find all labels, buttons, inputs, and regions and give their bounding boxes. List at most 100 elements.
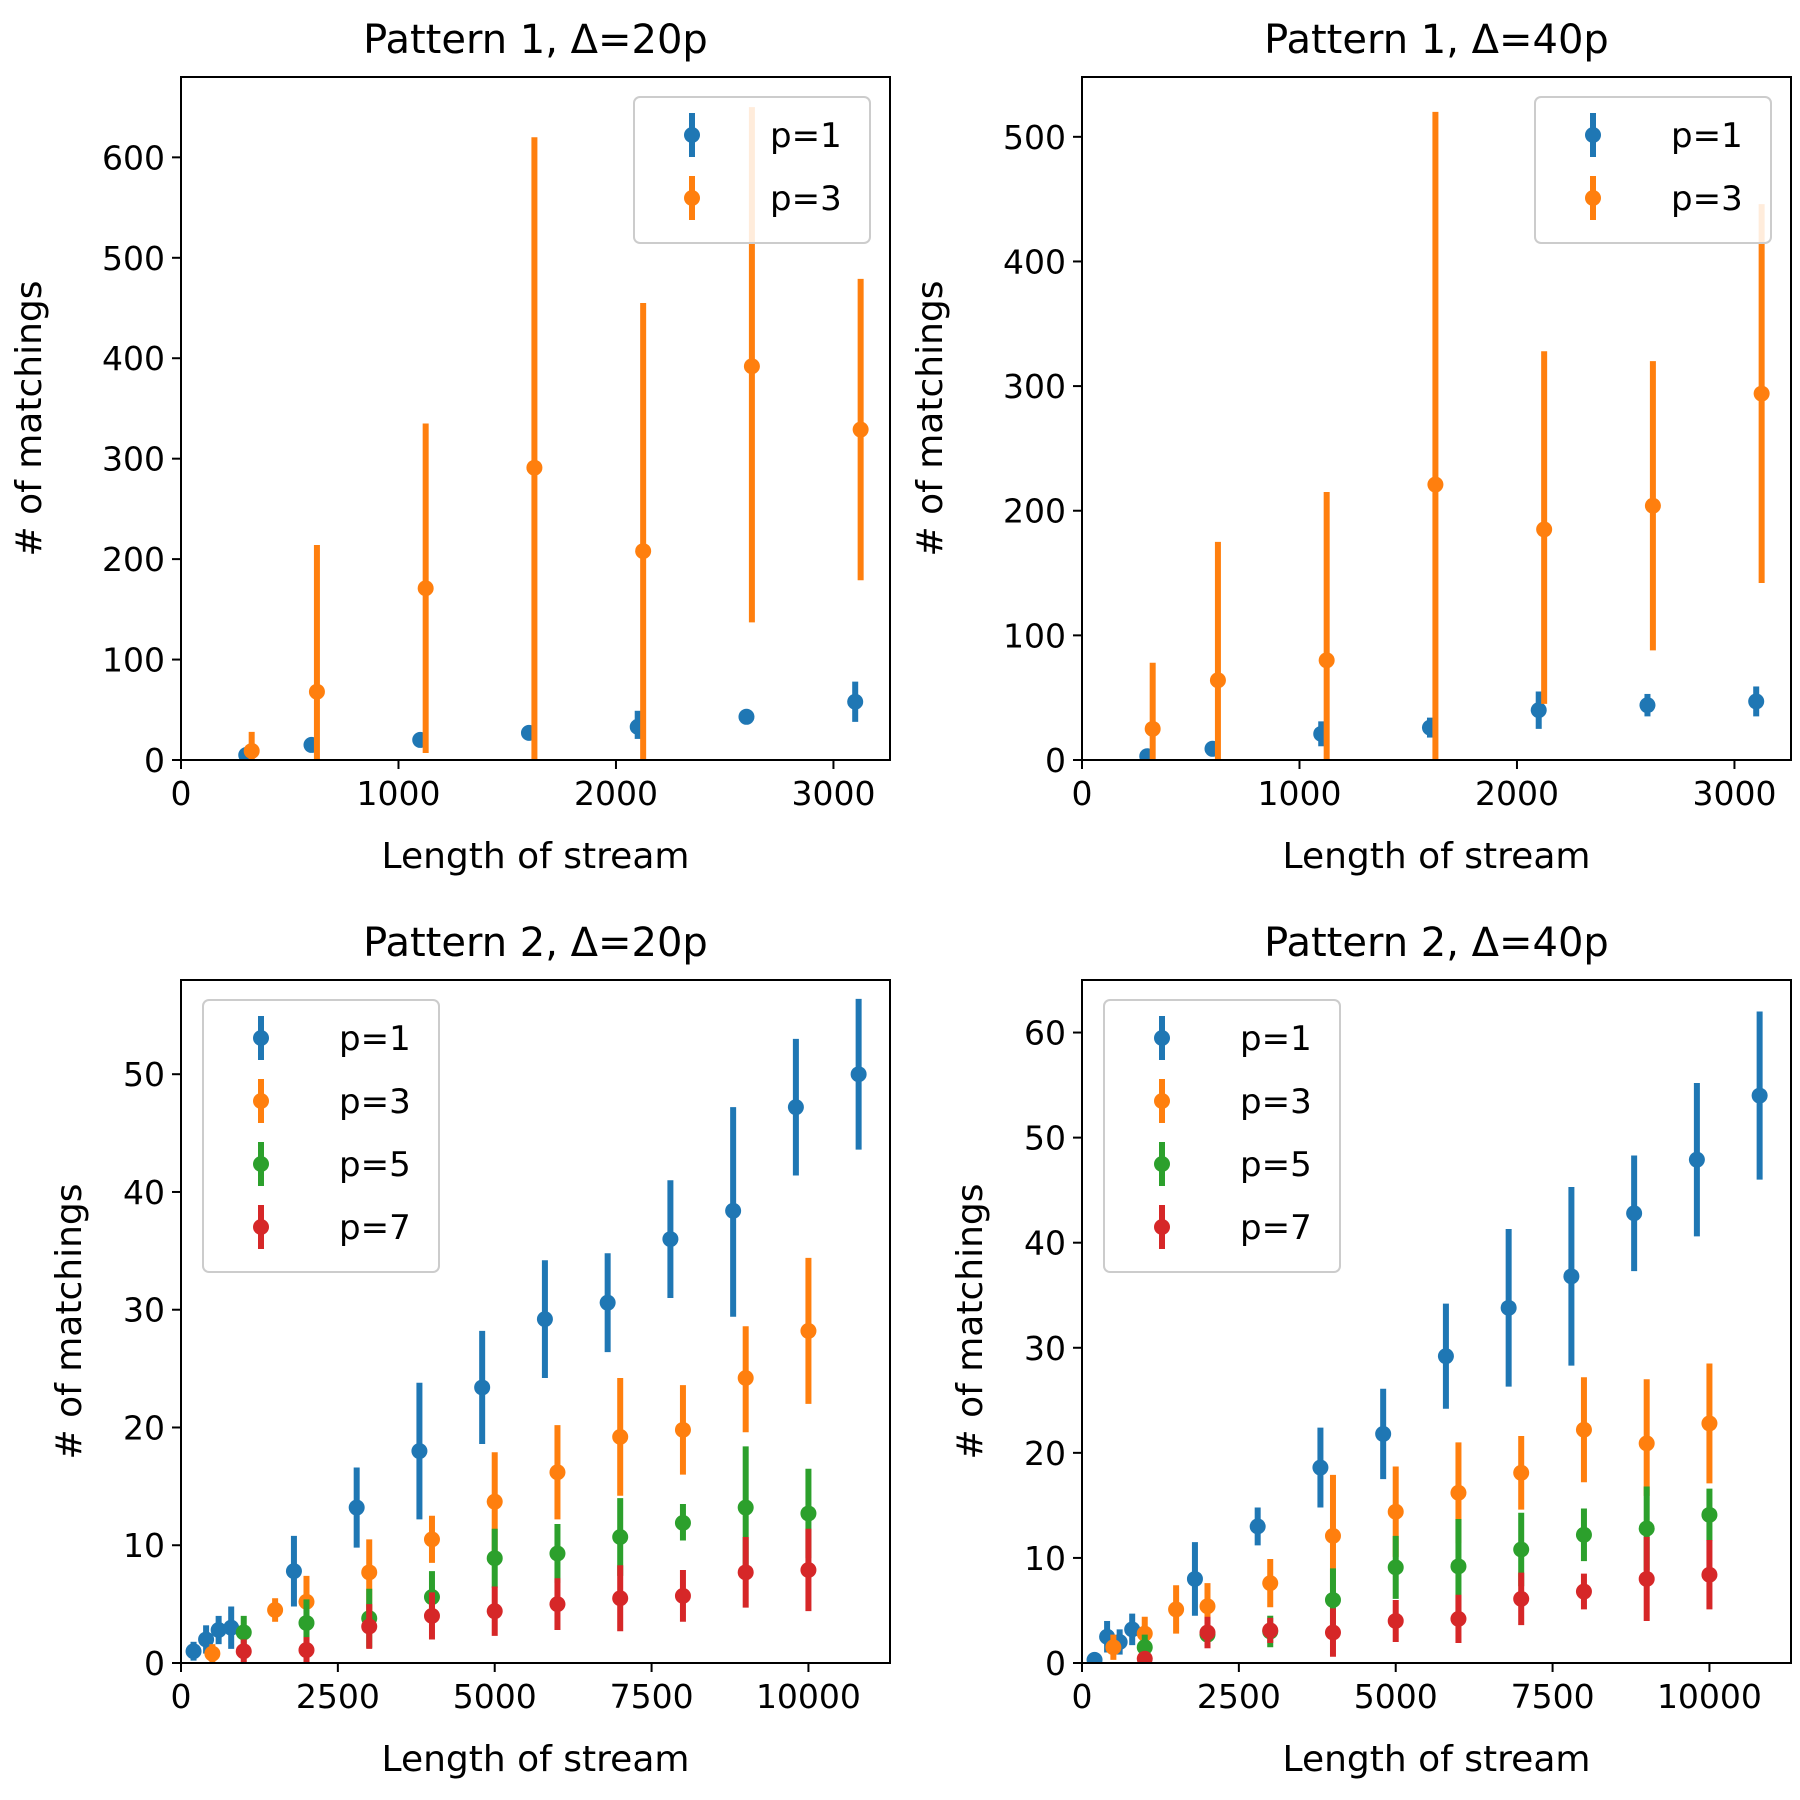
data-point xyxy=(474,1379,491,1396)
data-point xyxy=(486,1550,503,1567)
data-point xyxy=(1639,697,1656,714)
legend-marker-dot xyxy=(684,127,700,143)
legend-marker-dot xyxy=(1154,1219,1170,1235)
chart-title: Pattern 2, Δ=20p xyxy=(363,920,708,966)
legend: p=1 p=3 p=5 p=7 xyxy=(202,999,440,1273)
y-tick-label: 100 xyxy=(1003,616,1066,655)
legend: p=1 p=3 xyxy=(1534,96,1772,244)
data-point xyxy=(674,1587,691,1604)
data-point xyxy=(235,1624,252,1641)
data-point xyxy=(1638,1520,1655,1537)
data-point xyxy=(1450,1558,1467,1575)
chart-panel-1: Pattern 1, Δ=20p 0 1000 2000 3000 0 100 200 300 4… xyxy=(9,17,891,877)
data-point xyxy=(486,1603,503,1620)
y-tick-label: 0 xyxy=(144,741,165,780)
legend-label: p=7 xyxy=(339,1208,411,1248)
data-point xyxy=(1186,1570,1203,1587)
data-point xyxy=(549,1464,566,1481)
data-point xyxy=(1312,1459,1329,1476)
y-axis-label: # of matchings xyxy=(49,1183,90,1459)
x-tick-label: 3000 xyxy=(1692,774,1776,813)
data-point xyxy=(1375,1425,1392,1442)
series-p=1 xyxy=(1086,1011,1768,1663)
legend-marker-dot xyxy=(684,190,700,206)
x-tick-label: 2000 xyxy=(1475,774,1559,813)
series-p=1 xyxy=(1139,686,1765,760)
legend-box xyxy=(202,999,440,1273)
legend: p=1 p=3 xyxy=(633,96,871,244)
y-axis-label: # of matchings xyxy=(9,280,50,556)
data-point xyxy=(612,1528,629,1545)
data-point xyxy=(526,459,543,476)
data-point xyxy=(674,1514,691,1531)
y-tick-label: 600 xyxy=(102,138,165,177)
x-tick-label: 10000 xyxy=(756,1677,861,1716)
y-tick-label: 300 xyxy=(1003,367,1066,406)
data-point xyxy=(738,708,755,725)
data-point xyxy=(1387,1503,1404,1520)
data-point xyxy=(204,1645,221,1662)
data-point xyxy=(1688,1151,1705,1168)
chart-panel-3: Pattern 2, Δ=20p 0 2500 5000 7500 10000 0 10 20 3… xyxy=(49,920,891,1780)
x-tick-label: 0 xyxy=(1072,1677,1093,1716)
data-point xyxy=(1500,1299,1517,1316)
data-point xyxy=(423,1531,440,1548)
legend: p=1 p=3 p=5 p=7 xyxy=(1103,999,1341,1273)
legend-label: p=3 xyxy=(770,179,842,219)
legend-marker-dot xyxy=(1585,127,1601,143)
x-tick-label: 2000 xyxy=(574,774,658,813)
series-p=3 xyxy=(1105,1363,1718,1660)
data-point xyxy=(1753,385,1770,402)
data-point xyxy=(1513,1590,1530,1607)
series-p=3 xyxy=(1144,111,1770,760)
legend-marker-dot xyxy=(1154,1156,1170,1172)
chart-title: Pattern 1, Δ=20p xyxy=(363,17,708,63)
data-point xyxy=(800,1561,817,1578)
legend-label: p=5 xyxy=(1240,1145,1312,1185)
data-point xyxy=(1387,1612,1404,1629)
data-point xyxy=(361,1618,378,1635)
data-point xyxy=(308,683,325,700)
data-point xyxy=(1437,1348,1454,1365)
data-point xyxy=(1144,720,1161,737)
y-tick-label: 200 xyxy=(1003,492,1066,531)
data-point xyxy=(1262,1622,1279,1639)
series-p=1 xyxy=(185,998,867,1661)
legend-marker-dot xyxy=(253,1156,269,1172)
x-tick-label: 5000 xyxy=(1354,1677,1438,1716)
data-point xyxy=(185,1643,202,1660)
data-point xyxy=(348,1499,365,1516)
y-tick-label: 40 xyxy=(123,1173,165,1212)
data-point xyxy=(361,1564,378,1581)
x-tick-label: 2500 xyxy=(1197,1677,1281,1716)
data-point xyxy=(852,421,869,438)
x-tick-label: 2500 xyxy=(296,1677,380,1716)
data-layer xyxy=(185,998,867,1663)
data-point xyxy=(1701,1566,1718,1583)
y-tick-label: 500 xyxy=(1003,118,1066,157)
plot-frame xyxy=(180,979,891,1664)
x-axis-label: Length of stream xyxy=(382,836,690,877)
data-point xyxy=(1427,476,1444,493)
data-point xyxy=(674,1421,691,1438)
series-p=3 xyxy=(243,107,869,760)
legend-marker-dot xyxy=(253,1093,269,1109)
data-point xyxy=(1209,672,1226,689)
x-tick-label: 7500 xyxy=(1511,1677,1595,1716)
data-point xyxy=(298,1614,315,1631)
legend-label: p=3 xyxy=(339,1082,411,1122)
data-point xyxy=(1136,1625,1153,1642)
series-p=5 xyxy=(235,1446,817,1649)
data-point xyxy=(1124,1621,1141,1638)
data-point xyxy=(1530,702,1547,719)
legend-marker-dot xyxy=(253,1219,269,1235)
data-point xyxy=(1701,1506,1718,1523)
y-tick-label: 0 xyxy=(1045,1644,1066,1683)
x-tick-label: 0 xyxy=(171,774,192,813)
data-point xyxy=(549,1545,566,1562)
x-tick-label: 7500 xyxy=(610,1677,694,1716)
x-axis-label: Length of stream xyxy=(1283,1739,1591,1780)
x-tick-label: 3000 xyxy=(791,774,875,813)
data-point xyxy=(536,1311,553,1328)
